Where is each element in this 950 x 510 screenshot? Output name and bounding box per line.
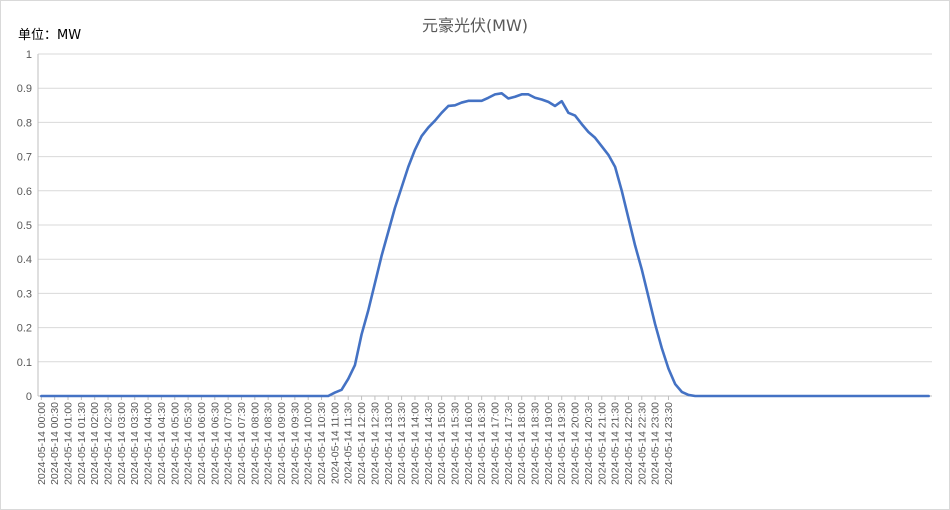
x-tick-label: 2024-05-14 02:30 bbox=[103, 402, 115, 485]
x-tick-label: 2024-05-14 23:00 bbox=[650, 402, 662, 485]
x-tick-label: 2024-05-14 20:00 bbox=[570, 402, 582, 485]
x-tick-label: 2024-05-14 08:00 bbox=[249, 402, 261, 485]
x-tick-label: 2024-05-14 00:00 bbox=[36, 402, 48, 485]
x-tick-label: 2024-05-14 15:30 bbox=[449, 402, 461, 485]
x-tick-label: 2024-05-14 22:30 bbox=[636, 402, 648, 485]
x-tick-label: 2024-05-14 12:00 bbox=[356, 402, 368, 485]
gridlines bbox=[37, 53, 932, 397]
series-group bbox=[40, 92, 930, 398]
x-tick-label: 2024-05-14 21:00 bbox=[596, 402, 608, 485]
x-tick-label: 2024-05-14 17:00 bbox=[490, 402, 502, 485]
x-tick-label: 2024-05-14 10:30 bbox=[316, 402, 328, 485]
x-tick-label: 2024-05-14 18:00 bbox=[516, 402, 528, 485]
x-tick-label: 2024-05-14 05:30 bbox=[183, 402, 195, 485]
x-tick-label: 2024-05-14 10:00 bbox=[303, 402, 315, 485]
y-tick-label: 1 bbox=[26, 49, 32, 61]
x-tick-label: 2024-05-14 06:30 bbox=[209, 402, 221, 485]
x-tick-label: 2024-05-14 08:30 bbox=[263, 402, 275, 485]
x-tick-label: 2024-05-14 03:00 bbox=[116, 402, 128, 485]
x-tick-label: 2024-05-14 05:00 bbox=[169, 402, 181, 485]
x-tick-label: 2024-05-14 11:30 bbox=[343, 402, 355, 484]
x-tick-label: 2024-05-14 20:30 bbox=[583, 402, 595, 485]
x-tick-label: 2024-05-14 23:30 bbox=[663, 402, 675, 485]
y-tick-label: 0.9 bbox=[17, 83, 32, 95]
x-tick-label: 2024-05-14 13:00 bbox=[383, 402, 395, 485]
x-tick-label: 2024-05-14 01:00 bbox=[63, 402, 75, 485]
x-tick-label: 2024-05-14 19:00 bbox=[543, 402, 555, 485]
y-tick-label: 0.3 bbox=[17, 288, 32, 300]
x-tick-label: 2024-05-14 18:30 bbox=[530, 402, 542, 485]
y-tick-label: 0.6 bbox=[17, 186, 32, 198]
x-tick-label: 2024-05-14 16:00 bbox=[463, 402, 475, 485]
x-tick-label: 2024-05-14 00:30 bbox=[49, 402, 61, 485]
x-tick-label: 2024-05-14 04:00 bbox=[143, 402, 155, 485]
x-tick-label: 2024-05-14 07:30 bbox=[236, 402, 248, 485]
x-tick-label: 2024-05-14 02:00 bbox=[89, 402, 101, 485]
chart-title: 元豪光伏(MW) bbox=[422, 16, 528, 35]
series-line bbox=[40, 92, 930, 398]
x-tick-label: 2024-05-14 09:30 bbox=[289, 402, 301, 485]
x-tick-label: 2024-05-14 19:30 bbox=[556, 402, 568, 485]
x-tick-label: 2024-05-14 06:00 bbox=[196, 402, 208, 485]
y-tick-label: 0.4 bbox=[17, 254, 32, 266]
y-tick-label: 0.8 bbox=[17, 117, 32, 129]
unit-label: 单位：MW bbox=[18, 28, 81, 43]
y-axis-ticks: 0 0.1 0.2 0.3 0.4 0.5 0.6 0.7 0.8 0.9 1 bbox=[17, 49, 32, 403]
x-tick-label: 2024-05-14 01:30 bbox=[76, 402, 88, 485]
x-tick-label: 2024-05-14 15:00 bbox=[436, 402, 448, 485]
x-tick-label: 2024-05-14 11:00 bbox=[329, 402, 341, 484]
x-tick-label: 2024-05-14 17:30 bbox=[503, 402, 515, 485]
x-tick-label: 2024-05-14 22:00 bbox=[623, 402, 635, 485]
x-tick-label: 2024-05-14 07:00 bbox=[223, 402, 235, 485]
x-tick-label: 2024-05-14 03:30 bbox=[129, 402, 141, 485]
x-tick-label: 2024-05-14 12:30 bbox=[369, 402, 381, 485]
x-tick-label: 2024-05-14 14:00 bbox=[409, 402, 421, 485]
x-tick-label: 2024-05-14 16:30 bbox=[476, 402, 488, 485]
x-tick-label: 2024-05-14 21:30 bbox=[610, 402, 622, 485]
x-axis-ticks: 2024-05-14 00:00 2024-05-14 00:30 2024-05-… bbox=[36, 396, 675, 485]
y-tick-label: 0 bbox=[26, 391, 32, 403]
x-tick-label: 2024-05-14 14:30 bbox=[423, 402, 435, 485]
x-tick-label: 2024-05-14 04:30 bbox=[156, 402, 168, 485]
x-tick-label: 2024-05-14 09:00 bbox=[276, 402, 288, 485]
y-tick-label: 0.5 bbox=[17, 220, 32, 232]
y-tick-label: 0.2 bbox=[17, 323, 32, 335]
y-tick-label: 0.7 bbox=[17, 152, 32, 164]
y-tick-label: 0.1 bbox=[17, 357, 32, 369]
x-tick-label: 2024-05-14 13:30 bbox=[396, 402, 408, 485]
